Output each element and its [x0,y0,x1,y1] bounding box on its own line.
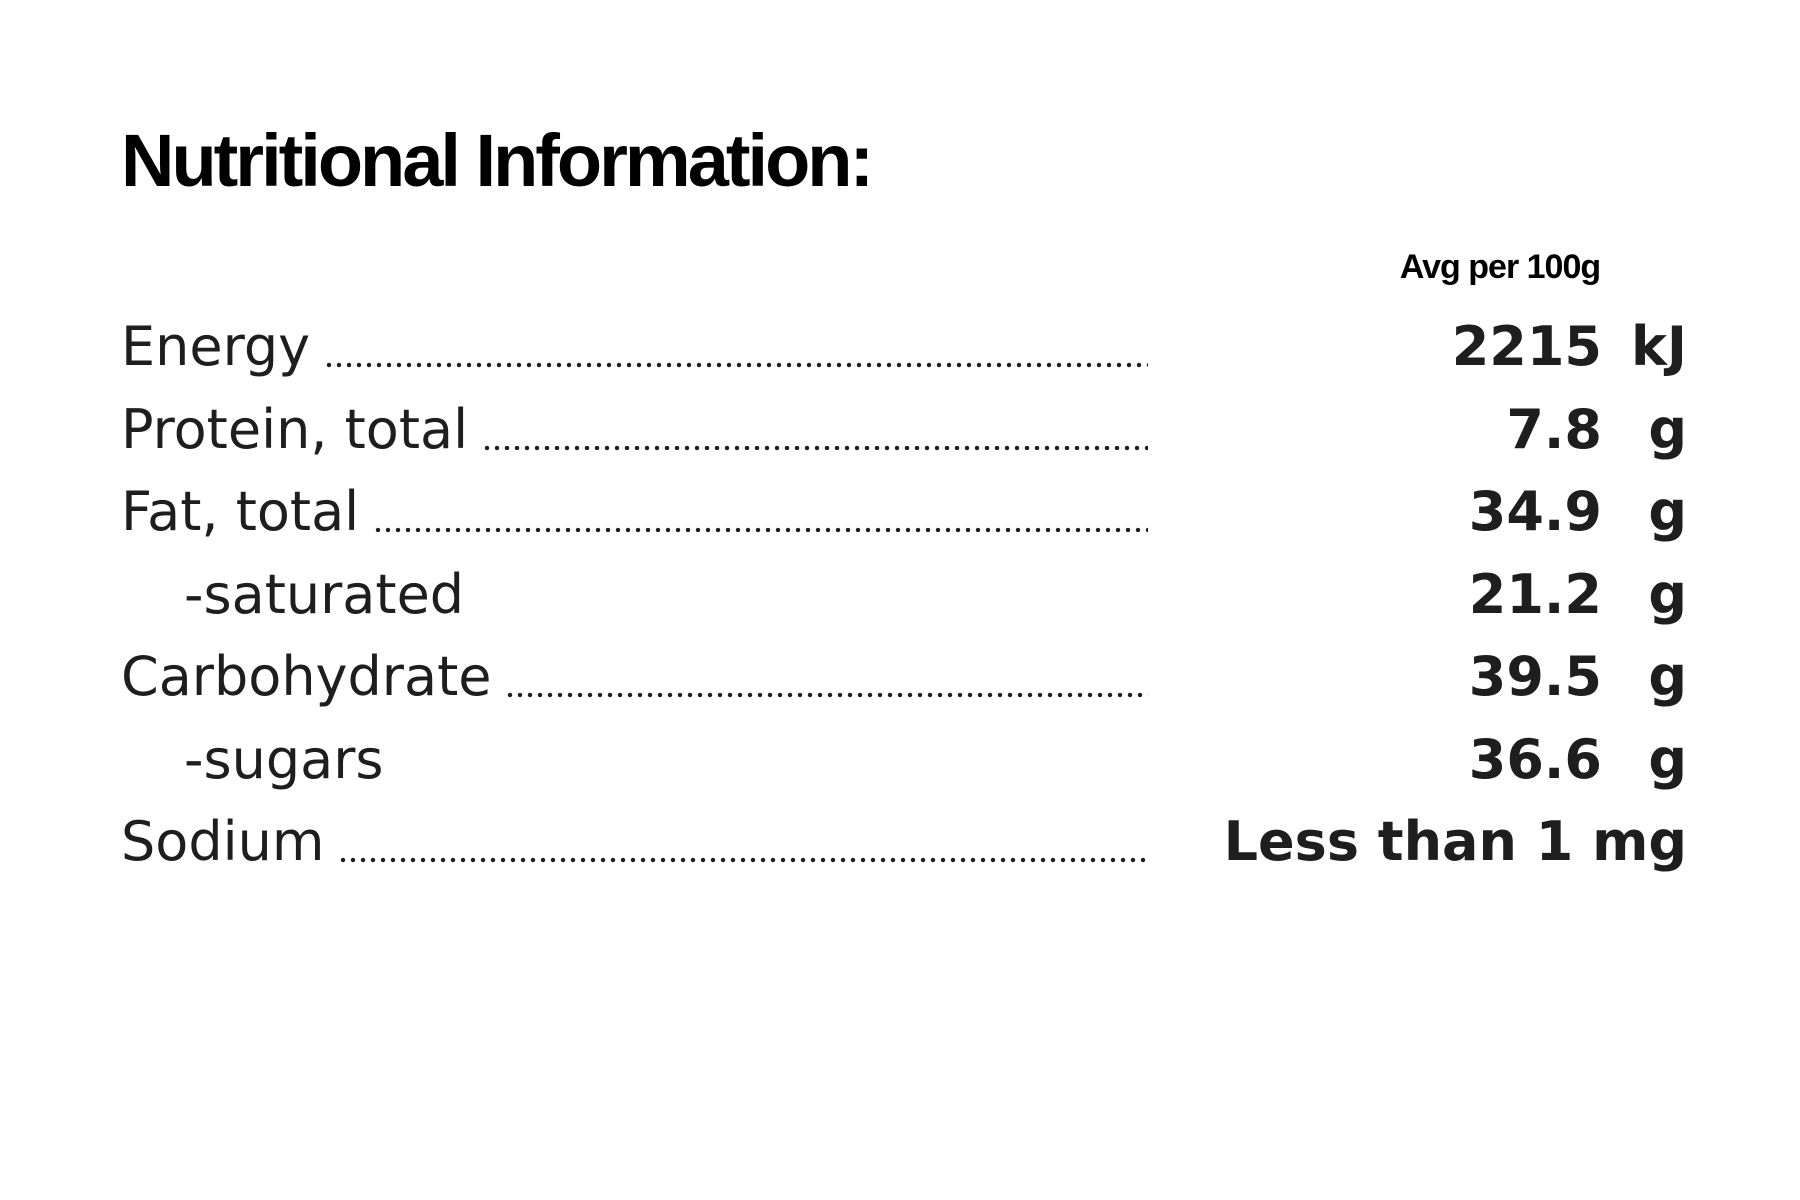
row-label: -sugars [184,727,384,791]
row-label-cell: Energy [121,320,1148,374]
row-unit: g [1648,397,1687,461]
row-unit: g [1648,562,1687,626]
table-row: Sodium Less than 1 mg [121,787,1687,869]
table-row: Carbohydrate 39.5 g [121,622,1687,704]
row-value: 21.2 [1468,562,1602,626]
row-value: 34.9 [1468,480,1602,543]
row-label-cell: Fat, total [121,485,1148,539]
table-row: -sugars 36.6 g [121,705,1687,787]
row-label-cell: -sugars [121,727,1211,791]
dot-leader [338,857,1148,863]
dot-leader [324,362,1148,368]
row-value: 39.5 [1468,645,1602,708]
table-row: Energy 2215 kJ [121,292,1687,374]
column-header: Avg per 100g [1399,248,1601,286]
row-unit: g [1648,480,1687,543]
row-label: -saturated [184,562,465,626]
row-label-cell: Protein, total [121,397,1148,461]
row-value: 2215 [1451,315,1602,378]
table-row: Fat, total 34.9 g [121,457,1687,539]
dot-leader [505,692,1148,698]
row-label: Fat, total [121,480,360,543]
row-value: 36.6 [1468,727,1602,791]
row-label: Protein, total [121,397,469,461]
dot-leader [373,527,1148,533]
row-unit: g [1648,727,1687,791]
title: Nutritional Information: [121,119,874,202]
row-label: Carbohydrate [121,645,492,708]
row-label-cell: -saturated [121,562,1211,626]
row-unit: kJ [1630,315,1687,378]
row-value: Less than 1 mg [1223,810,1687,873]
row-label: Energy [121,315,311,378]
row-value: 7.8 [1506,397,1602,461]
dot-leader [482,444,1148,451]
row-unit: g [1648,645,1687,708]
table-row: -saturated 21.2 g [121,540,1687,622]
row-label: Sodium [121,810,325,873]
table-row: Protein, total 7.8 g [121,375,1687,457]
row-label-cell: Carbohydrate [121,650,1148,704]
row-label-cell: Sodium [121,815,1148,869]
